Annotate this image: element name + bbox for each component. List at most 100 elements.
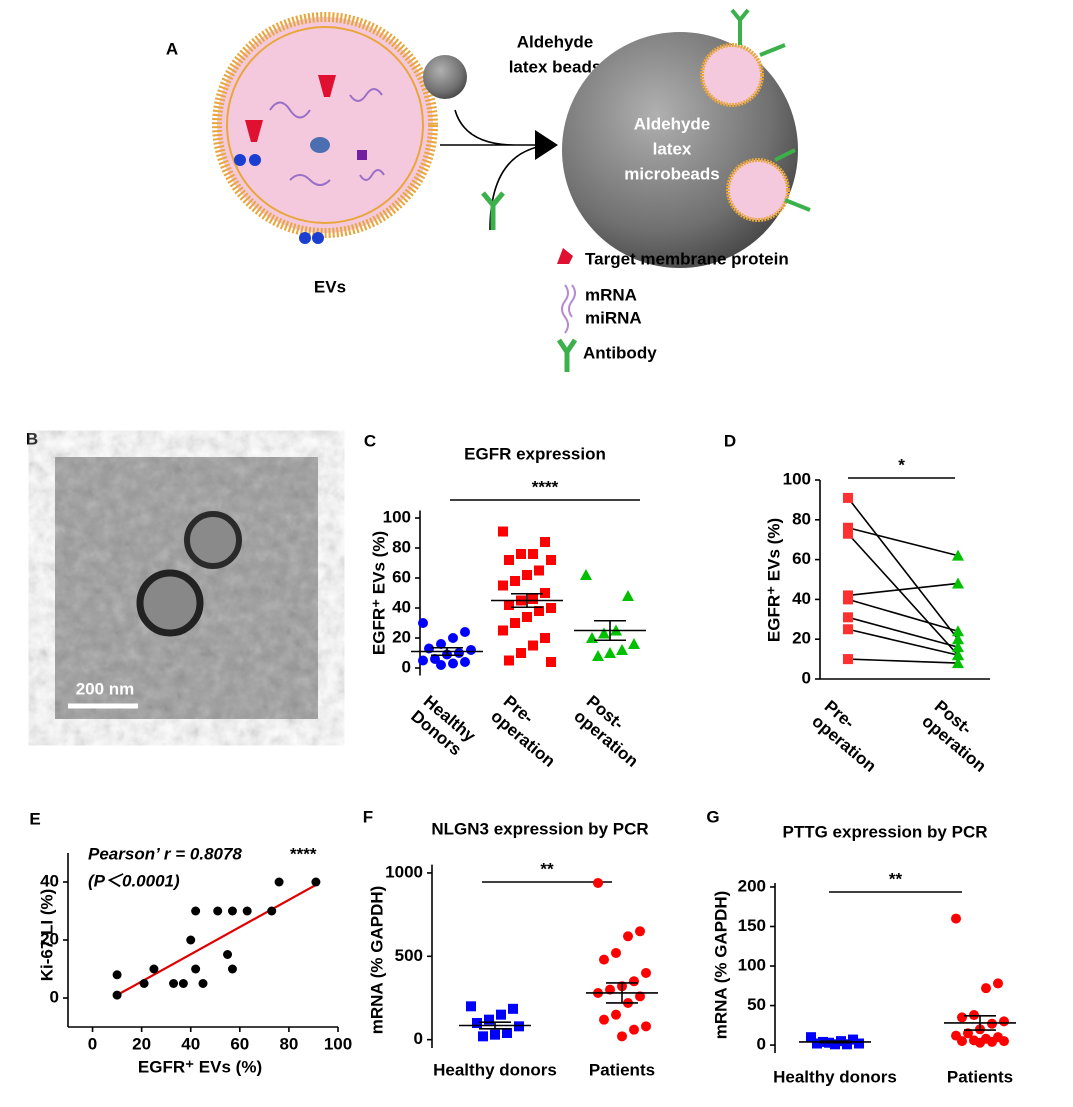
rna-strands [269,88,385,186]
point [546,555,556,565]
point [952,577,964,589]
point [957,1036,967,1047]
point [629,1024,639,1035]
y-axis-label: EGFR⁺ EVs (%) [369,531,388,655]
point [987,1036,997,1047]
point [848,1034,858,1045]
point [454,648,464,658]
point [605,984,615,995]
vesicle [136,569,204,637]
panel-label: D [724,431,736,450]
point [460,627,470,637]
point [448,658,458,669]
y-tick-label: 60 [392,567,411,586]
pair-line [847,616,959,648]
point [448,633,458,643]
y-axis-label: mRNA (% GAPDH) [711,891,730,1040]
scale-bar-label: 200 nm [76,679,135,698]
point [522,570,532,580]
annotation: Pearson’ r = 0.8078 [88,844,242,863]
legend-text: mRNA [585,285,637,304]
x-tick-label: 60 [230,1034,249,1053]
panel-label: E [29,809,40,828]
point [139,979,149,988]
point [616,644,628,655]
panel-label: G [706,807,719,826]
point [546,657,556,667]
point [436,639,446,649]
point [641,967,651,978]
point [418,655,428,666]
point [952,633,964,645]
annotation: **** [290,844,317,863]
panel-label: C [364,431,376,450]
point [540,588,550,598]
point [952,641,964,653]
point [629,976,639,987]
pair-line [847,533,959,656]
point [593,877,603,888]
ev-vesicle [212,12,438,238]
point [504,600,514,610]
chart-title: PTTG expression by PCR [783,822,988,841]
point [586,632,598,643]
point [843,492,853,503]
y-tick-label: 20 [40,929,59,948]
y-tick-label: 0 [50,987,59,1006]
significance: ** [889,869,903,888]
point [599,1014,609,1025]
legend-text: Antibody [583,343,657,362]
annotation: (P＜0.0001) [88,871,180,890]
x-tick-label: 40 [181,1034,200,1053]
vesicle [184,511,242,569]
panel-label: F [363,807,373,826]
point [522,612,532,622]
point [504,655,514,666]
point [516,648,526,658]
y-tick-label: 100 [783,469,811,488]
point [812,1038,822,1049]
point [186,935,196,945]
legend-icon [556,338,578,372]
y-tick-label: 200 [738,876,766,895]
point [274,877,284,887]
arrow-head [535,130,558,160]
point [223,950,233,959]
point [993,978,1003,989]
point [599,954,609,965]
point [635,926,645,937]
point [496,1009,506,1020]
ev-core [310,137,330,153]
point [490,1029,500,1040]
bead-label: latex beads [509,57,602,76]
y-tick-label: 0 [414,1029,423,1048]
y-axis-label: Ki-67 LI (%) [37,889,56,982]
chart-title: NLGN3 expression by PCR [431,819,648,838]
x-tick-label: Pre-operation [487,692,571,771]
point [843,594,853,605]
legend-text: miRNA [585,308,642,327]
point [957,1012,967,1023]
point [149,964,159,974]
microbead-label: microbeads [624,164,719,183]
point [466,1001,476,1012]
x-tick-label: Patients [947,1067,1013,1086]
significance: * [898,455,905,474]
x-tick-label: Pre-operation [808,697,892,776]
point [843,522,853,533]
y-tick-label: 0 [402,657,411,676]
point [242,906,252,916]
point [178,979,188,988]
fit-line [116,883,317,997]
point [622,590,634,601]
point [498,625,508,636]
y-tick-label: 0 [757,1035,766,1054]
ev-label: EVs [314,277,346,296]
point [975,1037,985,1048]
y-tick-label: 80 [392,537,411,556]
y-tick-label: 150 [738,916,766,935]
point [227,964,237,974]
pair-line [847,497,959,640]
x-tick-label: 20 [132,1034,151,1053]
